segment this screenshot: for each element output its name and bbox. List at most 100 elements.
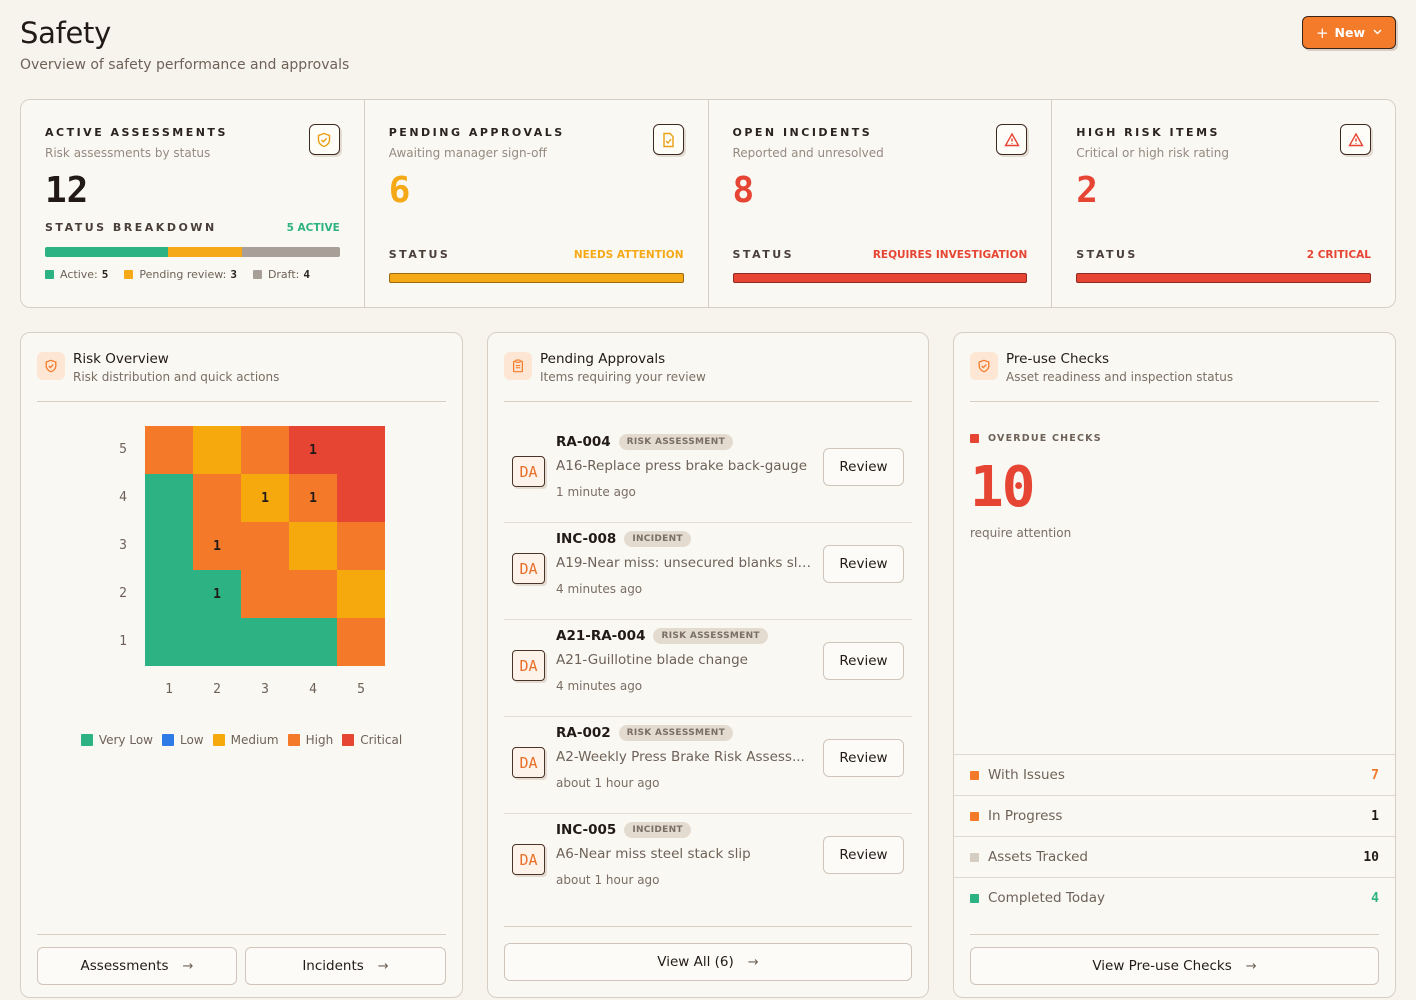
arrow-right-icon: → bbox=[1245, 958, 1257, 974]
stat-value: 6 bbox=[388, 170, 411, 211]
bar-segment-pending bbox=[167, 247, 242, 257]
status-bar bbox=[388, 273, 684, 283]
warning-triangle-icon bbox=[1340, 124, 1371, 155]
risk-cell-high[interactable] bbox=[241, 426, 289, 474]
risk-cell-medium[interactable] bbox=[289, 522, 337, 570]
review-button[interactable]: Review bbox=[823, 448, 904, 486]
approval-item[interactable]: DA INC-008 INCIDENT A19-Near miss: unsecu… bbox=[504, 523, 912, 620]
risk-cell-high[interactable] bbox=[193, 474, 241, 522]
status-legend: Active: 5 Pending review: 3 Draft: 4 bbox=[45, 268, 310, 281]
preuse-row-in-progress[interactable]: In Progress 1 bbox=[954, 795, 1395, 836]
risk-cell-high[interactable] bbox=[337, 618, 385, 666]
stat-high-risk-items[interactable]: HIGH RISK ITEMS Critical or high risk ra… bbox=[1052, 100, 1395, 307]
page-title: Safety bbox=[20, 16, 111, 50]
approval-description: A16-Replace press brake back-gauge bbox=[556, 458, 808, 474]
risk-cell-medium[interactable]: 1 bbox=[241, 474, 289, 522]
new-button-label: New bbox=[1334, 25, 1366, 40]
shield-check-icon bbox=[37, 352, 65, 380]
y-axis-label: 5 bbox=[119, 442, 127, 457]
approval-item[interactable]: DA INC-005 INCIDENT A6-Near miss steel st… bbox=[504, 814, 912, 911]
warning-triangle-icon bbox=[996, 124, 1028, 155]
panel-subtitle: Items requiring your review bbox=[540, 370, 706, 384]
arrow-right-icon: → bbox=[747, 954, 759, 970]
approval-item[interactable]: DA RA-002 RISK ASSESSMENT A2-Weekly Press… bbox=[504, 717, 912, 814]
risk-cell-critical[interactable] bbox=[337, 426, 385, 474]
review-button[interactable]: Review bbox=[823, 642, 904, 680]
approval-id: INC-008 bbox=[556, 531, 617, 547]
review-button[interactable]: Review bbox=[823, 545, 904, 583]
risk-cell-high[interactable]: 1 bbox=[193, 522, 241, 570]
status-value: 2 CRITICAL bbox=[1306, 248, 1371, 261]
pre-use-checks-panel: Pre-use Checks Asset readiness and inspe… bbox=[953, 332, 1396, 998]
stat-subtitle: Reported and unresolved bbox=[732, 146, 884, 160]
status-label: STATUS bbox=[1076, 248, 1138, 261]
preuse-row-completed-today[interactable]: Completed Today 4 bbox=[954, 877, 1395, 918]
risk-cell-high[interactable] bbox=[337, 522, 385, 570]
review-button[interactable]: Review bbox=[823, 739, 904, 777]
status-breakdown-bar bbox=[45, 247, 340, 257]
risk-cell-medium[interactable] bbox=[193, 426, 241, 474]
panel-subtitle: Risk distribution and quick actions bbox=[73, 370, 280, 384]
risk-cell-high[interactable]: 1 bbox=[289, 474, 337, 522]
risk-cell-very-low[interactable] bbox=[145, 570, 193, 618]
approval-item[interactable]: DA RA-004 RISK ASSESSMENT A16-Replace pre… bbox=[504, 426, 912, 523]
legend-critical: Critical bbox=[342, 733, 402, 747]
risk-cell-critical[interactable]: 1 bbox=[289, 426, 337, 474]
stat-open-incidents[interactable]: OPEN INCIDENTS Reported and unresolved 8… bbox=[709, 100, 1053, 307]
preuse-row-with-issues[interactable]: With Issues 7 bbox=[954, 754, 1395, 795]
risk-cell-high[interactable] bbox=[241, 570, 289, 618]
approval-type-badge: RISK ASSESSMENT bbox=[618, 725, 734, 741]
status-breakdown-label: STATUS BREAKDOWN bbox=[45, 221, 217, 234]
approval-type-badge: RISK ASSESSMENT bbox=[618, 434, 734, 450]
panel-title: Pre-use Checks bbox=[1006, 351, 1110, 367]
approval-description: A19-Near miss: unsecured blanks sli... bbox=[556, 555, 812, 571]
panel-subtitle: Asset readiness and inspection status bbox=[1006, 370, 1234, 384]
risk-cell-very-low[interactable] bbox=[145, 522, 193, 570]
view-all-approvals-button[interactable]: View All (6) → bbox=[504, 943, 912, 981]
stat-pending-approvals[interactable]: PENDING APPROVALS Awaiting manager sign-… bbox=[365, 100, 709, 307]
stat-active-assessments[interactable]: ACTIVE ASSESSMENTS Risk assessments by s… bbox=[21, 100, 365, 307]
bar-segment-active bbox=[45, 247, 168, 257]
risk-cell-high[interactable] bbox=[241, 522, 289, 570]
risk-cell-very-low[interactable] bbox=[241, 618, 289, 666]
status-value: REQUIRES INVESTIGATION bbox=[872, 248, 1028, 261]
incidents-button[interactable]: Incidents → bbox=[245, 947, 446, 985]
stat-value: 2 bbox=[1076, 170, 1098, 211]
risk-cell-very-low[interactable] bbox=[145, 618, 193, 666]
risk-cell-critical[interactable] bbox=[337, 474, 385, 522]
approval-id: RA-002 bbox=[556, 725, 611, 741]
approval-id: INC-005 bbox=[556, 822, 617, 838]
incidents-button-label: Incidents bbox=[302, 958, 364, 974]
risk-cell-very-low[interactable] bbox=[193, 618, 241, 666]
risk-cell-medium[interactable] bbox=[337, 570, 385, 618]
approval-description: A6-Near miss steel stack slip bbox=[556, 846, 751, 862]
file-check-icon bbox=[652, 124, 684, 155]
assessments-button[interactable]: Assessments → bbox=[37, 947, 237, 985]
approval-type-badge: RISK ASSESSMENT bbox=[653, 628, 768, 644]
approval-description: A2-Weekly Press Brake Risk Assess... bbox=[556, 749, 805, 765]
risk-cell-high[interactable] bbox=[145, 426, 193, 474]
stat-label: ACTIVE ASSESSMENTS bbox=[45, 126, 228, 139]
risk-cell-very-low[interactable] bbox=[145, 474, 193, 522]
arrow-right-icon: → bbox=[182, 958, 194, 974]
view-pre-use-checks-button[interactable]: View Pre-use Checks → bbox=[970, 947, 1379, 985]
legend-pending: Pending review: 3 bbox=[124, 268, 237, 281]
legend-low: Low bbox=[161, 733, 204, 747]
risk-cell-high[interactable] bbox=[289, 570, 337, 618]
review-button[interactable]: Review bbox=[823, 836, 904, 874]
risk-cell-very-low[interactable] bbox=[289, 618, 337, 666]
x-axis-label: 1 bbox=[165, 682, 173, 697]
new-button[interactable]: + New bbox=[1302, 16, 1396, 49]
panel-title: Risk Overview bbox=[73, 351, 169, 367]
approval-item[interactable]: DA A21-RA-004 RISK ASSESSMENT A21-Guillot… bbox=[504, 620, 912, 717]
approval-time: 4 minutes ago bbox=[556, 582, 643, 596]
status-label: STATUS bbox=[732, 248, 795, 261]
stat-subtitle: Risk assessments by status bbox=[45, 146, 211, 160]
arrow-right-icon: → bbox=[377, 958, 389, 974]
risk-cell-very-low[interactable]: 1 bbox=[193, 570, 241, 618]
x-axis-label: 2 bbox=[213, 682, 221, 697]
shield-check-icon bbox=[308, 124, 340, 155]
preuse-row-assets-tracked[interactable]: Assets Tracked 10 bbox=[954, 836, 1395, 877]
approval-id: A21-RA-004 bbox=[556, 628, 646, 644]
status-bar bbox=[732, 273, 1028, 283]
